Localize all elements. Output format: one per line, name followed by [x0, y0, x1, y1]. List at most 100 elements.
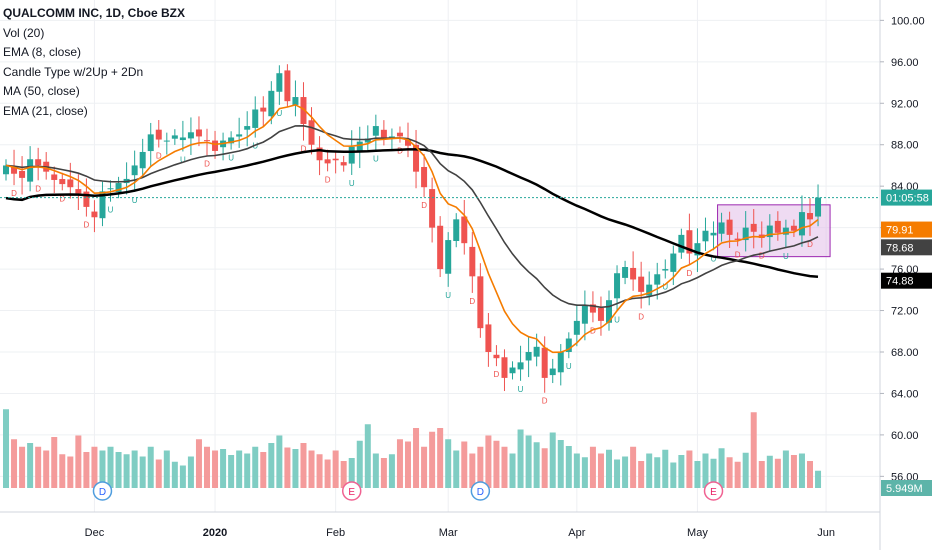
candle-body[interactable] — [308, 120, 315, 145]
candle-body[interactable] — [694, 243, 701, 256]
candle-body[interactable] — [348, 146, 355, 164]
candle-body[interactable] — [59, 179, 66, 185]
legend-title[interactable]: QUALCOMM INC, 1D, Cboe BZX — [3, 6, 185, 20]
legend-ema21[interactable]: EMA (21, close) — [3, 103, 88, 118]
candle-body[interactable] — [638, 276, 645, 292]
candle-body[interactable] — [533, 346, 540, 357]
candle-body[interactable] — [461, 216, 468, 244]
candle-body[interactable] — [573, 320, 580, 335]
candle-body[interactable] — [91, 211, 98, 218]
candle-body[interactable] — [453, 219, 460, 241]
candle-body[interactable] — [252, 109, 259, 128]
candle-body[interactable] — [614, 273, 621, 299]
candle-body[interactable] — [774, 220, 781, 233]
candle-body[interactable] — [195, 129, 202, 137]
candle-body[interactable] — [646, 284, 653, 296]
candle-body[interactable] — [742, 227, 749, 241]
candle-body[interactable] — [501, 357, 508, 378]
candle-body[interactable] — [388, 136, 395, 138]
candle-body[interactable] — [99, 191, 106, 219]
candle-body[interactable] — [67, 179, 74, 188]
candle-body[interactable] — [340, 162, 347, 166]
candle-body[interactable] — [485, 324, 492, 352]
candle-body[interactable] — [557, 351, 564, 373]
candle-body[interactable] — [19, 170, 26, 178]
candle-body[interactable] — [75, 189, 82, 194]
candle-body[interactable] — [260, 107, 267, 112]
candle-body[interactable] — [421, 167, 428, 188]
candle-body[interactable] — [798, 212, 805, 236]
consolidation-box[interactable] — [717, 204, 831, 258]
candle-body[interactable] — [437, 225, 444, 270]
candle-body[interactable] — [525, 351, 532, 361]
candle-body[interactable] — [670, 253, 677, 272]
candle-body[interactable] — [300, 97, 307, 124]
candle-body[interactable] — [51, 174, 58, 180]
legend-volume[interactable]: Vol (20) — [3, 25, 45, 40]
candle-body[interactable] — [3, 165, 9, 175]
candle-body[interactable] — [726, 219, 733, 235]
candle-body[interactable] — [204, 140, 210, 142]
dividend-marker[interactable] — [92, 481, 113, 501]
candle-body[interactable] — [807, 213, 813, 220]
candle-body[interactable] — [147, 134, 154, 152]
candle-body[interactable] — [622, 267, 629, 278]
candle-body[interactable] — [139, 151, 146, 169]
candle-body[interactable] — [686, 230, 693, 254]
candle-body[interactable] — [292, 97, 299, 105]
legend-ma50[interactable]: MA (50, close) — [3, 84, 80, 98]
time-axis[interactable]: Dec 2020 Feb Mar Apr May Jun — [0, 511, 880, 539]
candle-body[interactable] — [212, 140, 219, 151]
candle-body[interactable] — [179, 137, 186, 141]
candle-body[interactable] — [509, 367, 516, 374]
candle-body[interactable] — [83, 191, 90, 207]
candle-body[interactable] — [163, 140, 170, 142]
candle-body[interactable] — [356, 141, 363, 152]
candle-body[interactable] — [597, 307, 604, 321]
candle-body[interactable] — [107, 188, 114, 190]
candle-body[interactable] — [284, 70, 291, 102]
candle-body[interactable] — [413, 144, 420, 172]
candle-body[interactable] — [766, 225, 773, 238]
candle-body[interactable] — [187, 132, 194, 139]
candle-body[interactable] — [364, 138, 371, 143]
earnings-marker[interactable] — [703, 481, 724, 501]
legend-candle-type[interactable]: Candle Type w/2Up + 2Dn — [3, 64, 144, 79]
candle-body[interactable] — [589, 304, 596, 313]
candle-body[interactable] — [445, 240, 452, 274]
candle-body[interactable] — [155, 129, 162, 140]
candle-body[interactable] — [702, 230, 709, 242]
candle-body[interactable] — [316, 147, 323, 161]
range-box[interactable] — [717, 204, 831, 258]
candle-body[interactable] — [581, 305, 588, 324]
candle-body[interactable] — [324, 159, 331, 164]
candle-body[interactable] — [493, 354, 500, 359]
candle-body[interactable] — [429, 189, 436, 228]
candle-body[interactable] — [541, 347, 548, 378]
candle-body[interactable] — [469, 246, 476, 277]
candle-body[interactable] — [380, 129, 387, 138]
candle-body[interactable] — [549, 368, 556, 376]
candle-body[interactable] — [815, 197, 822, 217]
candle-body[interactable] — [236, 134, 243, 137]
candle-body[interactable] — [565, 338, 572, 352]
candle-body[interactable] — [171, 135, 178, 139]
candle-body[interactable] — [790, 225, 797, 231]
candle-body[interactable] — [710, 232, 717, 236]
candle-body[interactable] — [332, 158, 339, 161]
candle-body[interactable] — [27, 159, 34, 182]
candle-body[interactable] — [396, 132, 403, 137]
candle-body[interactable] — [606, 300, 612, 323]
candle-body[interactable] — [268, 90, 275, 117]
candle-body[interactable] — [115, 183, 122, 192]
candle-body[interactable] — [517, 362, 524, 370]
candle-body[interactable] — [662, 269, 669, 271]
candle-body[interactable] — [750, 223, 757, 232]
candle-body[interactable] — [718, 222, 725, 234]
dividend-marker[interactable] — [470, 481, 491, 501]
candle-body[interactable] — [477, 276, 484, 329]
candle-body[interactable] — [734, 238, 741, 241]
